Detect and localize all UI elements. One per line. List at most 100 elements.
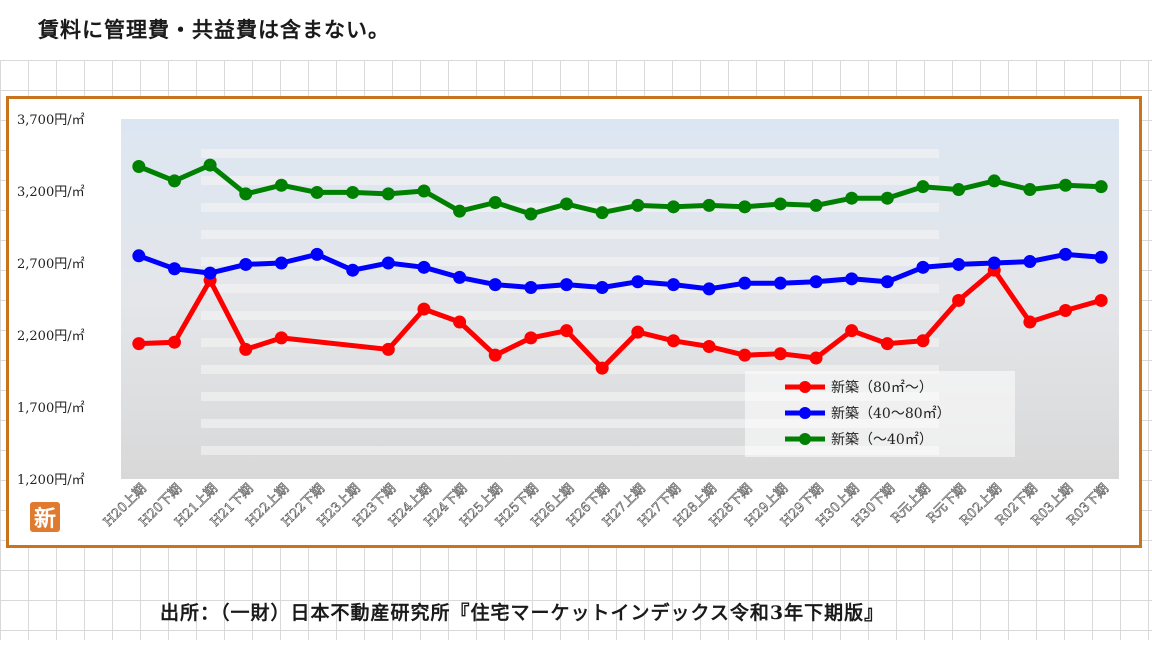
- series-point: [524, 331, 538, 345]
- series-point: [845, 324, 859, 338]
- series-point: [381, 342, 395, 356]
- series-point: [1094, 293, 1108, 307]
- y-tick-label: 1,200円/㎡: [17, 473, 85, 488]
- series-point: [631, 198, 645, 212]
- series-point: [167, 262, 181, 276]
- building-floor-band: [201, 257, 939, 266]
- series-point: [702, 198, 716, 212]
- series-point: [203, 266, 217, 280]
- series-point: [1059, 247, 1073, 261]
- series-point: [274, 256, 288, 270]
- series-point: [381, 187, 395, 201]
- new-construction-logo: 新: [30, 502, 60, 532]
- y-tick-label: 2,700円/㎡: [17, 257, 85, 272]
- building-floor-band: [201, 365, 939, 374]
- y-tick-label: 1,700円/㎡: [17, 401, 85, 416]
- series-point: [132, 249, 146, 263]
- building-floor-band: [201, 338, 939, 347]
- series-point: [845, 272, 859, 286]
- series-point: [488, 278, 502, 292]
- series-point: [702, 282, 716, 296]
- series-point: [524, 207, 538, 221]
- series-line: [137, 162, 1102, 217]
- building-floor-band: [201, 446, 939, 455]
- building-floor-band: [201, 149, 939, 158]
- legend-swatch-point: [799, 381, 811, 393]
- series-point: [845, 191, 859, 205]
- chart-frame: 1,200円/㎡ 1,700円/㎡ 2,200円/㎡ 2,700円/㎡ 3,200円/㎡…: [6, 96, 1142, 548]
- series-point: [524, 280, 538, 294]
- series-point: [132, 160, 146, 174]
- series-point: [916, 180, 930, 194]
- series-point: [346, 185, 360, 199]
- building-floor-band: [201, 176, 939, 185]
- series-point: [738, 200, 752, 214]
- series-point: [880, 337, 894, 351]
- building-floor-band: [201, 311, 939, 320]
- series-point: [631, 325, 645, 339]
- series-point: [916, 260, 930, 274]
- series-point: [809, 351, 823, 365]
- legend-swatch-point: [799, 433, 811, 445]
- series-point: [952, 183, 966, 197]
- series-point: [1094, 180, 1108, 194]
- series-line: [137, 251, 1102, 292]
- y-tick-label: 3,700円/㎡: [17, 113, 85, 128]
- series-point: [381, 256, 395, 270]
- legend-label: 新築（40〜80㎡）: [831, 406, 951, 422]
- series-point: [631, 275, 645, 289]
- logo-text: 新: [33, 507, 56, 532]
- series-point: [952, 293, 966, 307]
- series-point: [666, 278, 680, 292]
- legend-swatch-point: [799, 407, 811, 419]
- series-point: [1059, 178, 1073, 192]
- series-point: [738, 348, 752, 362]
- series-point: [417, 260, 431, 274]
- series-point: [560, 197, 574, 211]
- y-tick-label: 3,200円/㎡: [17, 185, 85, 200]
- building-floor-band: [201, 392, 939, 401]
- rent-line-chart: 1,200円/㎡ 1,700円/㎡ 2,200円/㎡ 2,700円/㎡ 3,200円/㎡…: [17, 113, 1119, 530]
- source-citation: 出所：（一財）日本不動産研究所『住宅マーケットインデックス令和3年下期版』: [160, 602, 885, 624]
- y-tick-label: 2,200円/㎡: [17, 329, 85, 344]
- series-point: [274, 178, 288, 192]
- series-point: [239, 187, 253, 201]
- legend-label: 新築（80㎡〜）: [831, 380, 933, 396]
- series-point: [167, 174, 181, 188]
- series-point: [453, 315, 467, 329]
- series-point: [132, 337, 146, 351]
- series-point: [809, 198, 823, 212]
- series-point: [1023, 255, 1037, 269]
- series-point: [987, 256, 1001, 270]
- series-point: [595, 280, 609, 294]
- building-floor-band: [201, 230, 939, 239]
- series-point: [203, 158, 217, 172]
- series-point: [488, 196, 502, 210]
- series-point: [702, 340, 716, 354]
- series-point: [274, 331, 288, 345]
- series-point: [239, 342, 253, 356]
- series-point: [595, 361, 609, 375]
- series-point: [453, 270, 467, 284]
- series-point: [417, 302, 431, 316]
- series-point: [773, 197, 787, 211]
- series-point: [560, 278, 574, 292]
- rent-note: 賃料に管理費・共益費は含まない。: [38, 17, 390, 42]
- series-line: [138, 267, 1102, 371]
- series-point: [560, 324, 574, 338]
- series-point: [167, 335, 181, 349]
- legend-label: 新築（〜40㎡）: [831, 432, 933, 448]
- series-point: [453, 204, 467, 218]
- series-point: [666, 334, 680, 348]
- series-point: [488, 348, 502, 362]
- series-point: [310, 247, 324, 261]
- series-point: [1059, 304, 1073, 318]
- series-point: [1023, 315, 1037, 329]
- building-floor-band: [201, 419, 939, 428]
- series-point: [880, 191, 894, 205]
- series-point: [239, 257, 253, 271]
- series-point: [773, 347, 787, 361]
- series-point: [1094, 250, 1108, 264]
- series-point: [666, 200, 680, 214]
- series-point: [595, 206, 609, 220]
